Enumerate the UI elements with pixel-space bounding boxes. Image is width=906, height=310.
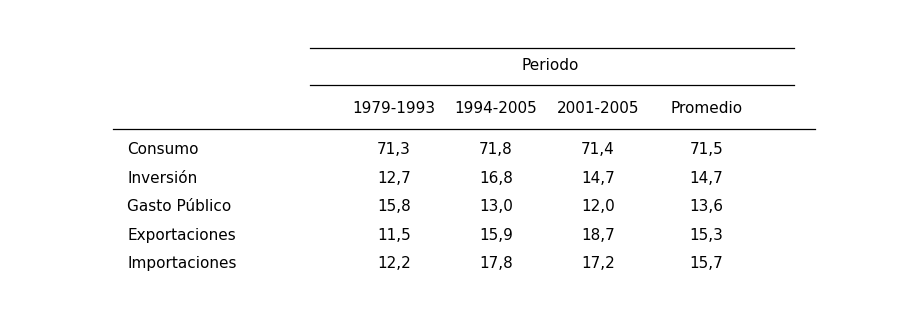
Text: Gasto Público: Gasto Público — [127, 199, 232, 214]
Text: 2001-2005: 2001-2005 — [556, 101, 639, 116]
Text: 15,3: 15,3 — [689, 228, 724, 243]
Text: 15,8: 15,8 — [377, 199, 411, 214]
Text: 15,9: 15,9 — [479, 228, 513, 243]
Text: 12,7: 12,7 — [377, 170, 411, 185]
Text: 17,8: 17,8 — [479, 256, 513, 272]
Text: 71,8: 71,8 — [479, 142, 513, 157]
Text: 16,8: 16,8 — [479, 170, 513, 185]
Text: 11,5: 11,5 — [377, 228, 411, 243]
Text: Consumo: Consumo — [127, 142, 198, 157]
Text: Promedio: Promedio — [670, 101, 743, 116]
Text: 71,5: 71,5 — [689, 142, 724, 157]
Text: 1994-2005: 1994-2005 — [455, 101, 537, 116]
Text: Importaciones: Importaciones — [127, 256, 236, 272]
Text: 71,4: 71,4 — [581, 142, 614, 157]
Text: 1979-1993: 1979-1993 — [352, 101, 436, 116]
Text: 14,7: 14,7 — [581, 170, 614, 185]
Text: 17,2: 17,2 — [581, 256, 614, 272]
Text: 12,0: 12,0 — [581, 199, 614, 214]
Text: 12,2: 12,2 — [377, 256, 411, 272]
Text: 13,0: 13,0 — [479, 199, 513, 214]
Text: 15,7: 15,7 — [689, 256, 724, 272]
Text: 13,6: 13,6 — [689, 199, 724, 214]
Text: Inversión: Inversión — [127, 170, 198, 185]
Text: Exportaciones: Exportaciones — [127, 228, 236, 243]
Text: 18,7: 18,7 — [581, 228, 614, 243]
Text: Periodo: Periodo — [522, 58, 579, 73]
Text: 14,7: 14,7 — [689, 170, 724, 185]
Text: 71,3: 71,3 — [377, 142, 411, 157]
